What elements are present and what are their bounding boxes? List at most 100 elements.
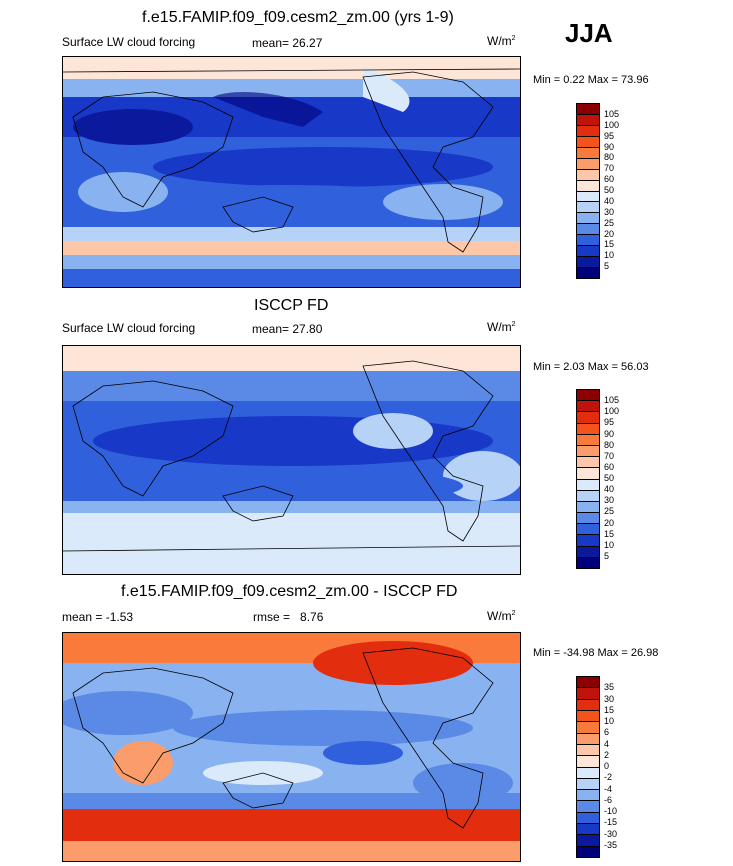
- colorbar-tick-label: 105: [604, 395, 620, 406]
- panel1-minmax: Min = 0.22 Max = 73.96: [533, 74, 649, 86]
- colorbar-tick-label: 30: [604, 206, 615, 217]
- colorbar-swatch: [577, 158, 599, 170]
- colorbar-tick-label: 0: [604, 761, 610, 771]
- colorbar-swatch: [577, 224, 599, 236]
- colorbar-swatch: [577, 778, 599, 791]
- colorbar-swatch: [577, 257, 599, 269]
- colorbar-swatch: [577, 710, 599, 723]
- colorbar-tick-label: 4: [604, 738, 610, 749]
- colorbar-tick-label: 90: [604, 428, 615, 439]
- colorbar-tick-label: 20: [604, 228, 615, 239]
- colorbar-swatch: [577, 744, 599, 757]
- colorbar-swatch: [577, 790, 599, 802]
- colorbar-tick-label: 95: [604, 417, 615, 428]
- colorbar-tick-label: 15: [604, 704, 615, 715]
- colorbar-tick-label: 10: [604, 716, 615, 726]
- panel2-colorbar: [576, 389, 600, 569]
- colorbar-tick-label: 80: [604, 152, 615, 163]
- colorbar-swatch: [577, 767, 599, 779]
- colorbar-swatch: [577, 457, 599, 469]
- colorbar-swatch: [577, 677, 599, 689]
- colorbar-tick-label: 35: [604, 682, 615, 693]
- colorbar-swatch: [577, 501, 599, 514]
- colorbar-tick-label: -15: [604, 817, 618, 828]
- colorbar-swatch: [577, 846, 599, 857]
- panel2-colorbar-labels: 105 100 95 90 80 70 60 50 40 30 25 20 15 10 5: [604, 389, 644, 567]
- colorbar-tick-label: -6: [604, 794, 613, 805]
- colorbar-tick-label: 60: [604, 174, 615, 185]
- colorbar-swatch: [577, 479, 599, 491]
- colorbar-swatch: [577, 699, 599, 711]
- colorbar-tick-label: 70: [604, 450, 615, 461]
- colorbar-swatch: [577, 801, 599, 813]
- colorbar-swatch: [577, 125, 599, 137]
- panel3-colorbar: [576, 676, 600, 858]
- colorbar-tick-label: 5: [604, 261, 610, 272]
- colorbar-swatch: [577, 824, 599, 836]
- panel3-map-field: [63, 633, 520, 861]
- colorbar-tick-label: 2: [604, 749, 610, 760]
- season-label: JJA: [565, 18, 613, 48]
- colorbar-tick-label: 40: [604, 195, 615, 206]
- colorbar-tick-label: 20: [604, 517, 615, 528]
- panel2-units: W/m2: [487, 320, 516, 334]
- colorbar-tick-label: 50: [604, 473, 615, 483]
- colorbar-tick-label: 30: [604, 693, 615, 704]
- colorbar-swatch: [577, 835, 599, 847]
- colorbar-swatch: [577, 268, 599, 278]
- colorbar-swatch: [577, 213, 599, 225]
- colorbar-swatch: [577, 180, 599, 192]
- colorbar-swatch: [577, 191, 599, 203]
- panel2-map: [62, 345, 521, 575]
- colorbar-tick-label: 25: [604, 506, 615, 517]
- colorbar-swatch: [577, 390, 599, 402]
- colorbar-swatch: [577, 235, 599, 247]
- panel1-colorbar: [576, 103, 600, 279]
- colorbar-tick-label: 80: [604, 439, 615, 450]
- panel1-title: f.e15.FAMIP.f09_f09.cesm2_zm.00 (yrs 1-9…: [142, 9, 454, 26]
- colorbar-tick-label: 60: [604, 461, 615, 472]
- colorbar-swatch: [577, 733, 599, 745]
- colorbar-tick-label: 15: [604, 239, 615, 250]
- colorbar-tick-label: 30: [604, 495, 615, 506]
- colorbar-swatch: [577, 169, 599, 181]
- colorbar-swatch: [577, 246, 599, 258]
- colorbar-tick-label: 6: [604, 727, 610, 738]
- colorbar-tick-label: 10: [604, 250, 615, 261]
- colorbar-swatch: [577, 114, 599, 126]
- panel1-map-field: [63, 57, 520, 287]
- colorbar-tick-label: -2: [604, 772, 613, 783]
- colorbar-tick-label: -35: [604, 839, 618, 850]
- colorbar-swatch: [577, 136, 599, 148]
- colorbar-swatch: [577, 546, 599, 558]
- panel3-colorbar-labels: 35 30 15 10 6 4 2 0 -2 -4 -6 -10 -15 -30 -35: [604, 676, 644, 856]
- colorbar-swatch: [577, 513, 599, 525]
- colorbar-tick-label: 50: [604, 185, 615, 195]
- colorbar-swatch: [577, 812, 599, 825]
- panel1-colorbar-labels: 105 100 95 90 80 70 60 50 40 30 25 20 15 10 5: [604, 103, 644, 277]
- panel2-map-field: [63, 346, 520, 574]
- colorbar-swatch: [577, 401, 599, 413]
- panel3-units: W/m2: [487, 609, 516, 623]
- colorbar-swatch: [577, 756, 599, 768]
- colorbar-tick-label: 70: [604, 163, 615, 174]
- colorbar-tick-label: 90: [604, 141, 615, 152]
- colorbar-tick-label: 5: [604, 550, 610, 561]
- colorbar-tick-label: 100: [604, 406, 620, 417]
- colorbar-swatch: [577, 468, 599, 480]
- panel2-variable-label: Surface LW cloud forcing: [62, 321, 196, 335]
- panel1-units: W/m2: [487, 34, 516, 48]
- panel3-rmse-label: rmse = 8.76: [253, 610, 324, 624]
- colorbar-swatch: [577, 147, 599, 159]
- colorbar-swatch: [577, 202, 599, 214]
- colorbar-swatch: [577, 722, 599, 734]
- colorbar-tick-label: 25: [604, 217, 615, 228]
- colorbar-tick-label: 95: [604, 130, 615, 141]
- panel1-mean-label: mean= 26.27: [252, 36, 323, 50]
- colorbar-tick-label: 10: [604, 539, 615, 550]
- colorbar-tick-label: -4: [604, 783, 613, 794]
- colorbar-tick-label: -10: [604, 806, 618, 816]
- colorbar-swatch: [577, 104, 599, 115]
- colorbar-swatch: [577, 445, 599, 458]
- colorbar-swatch: [577, 524, 599, 536]
